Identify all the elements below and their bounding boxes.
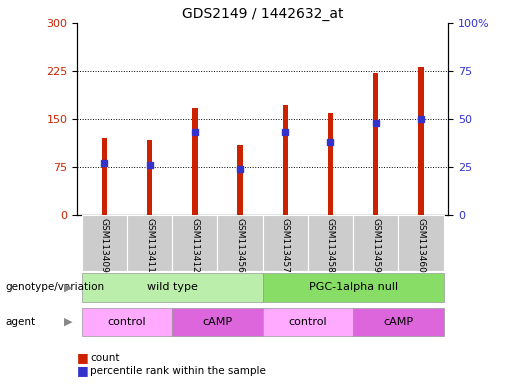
Text: ■: ■ xyxy=(77,351,89,364)
Bar xyxy=(82,215,127,271)
Text: wild type: wild type xyxy=(147,282,198,293)
Text: control: control xyxy=(108,317,146,327)
Text: GSM113460: GSM113460 xyxy=(417,218,425,273)
Text: GSM113411: GSM113411 xyxy=(145,218,154,273)
Text: count: count xyxy=(90,353,119,363)
Text: ▶: ▶ xyxy=(64,282,73,292)
Bar xyxy=(263,273,443,302)
Bar xyxy=(101,138,107,215)
Text: ■: ■ xyxy=(77,364,89,377)
Bar xyxy=(353,308,443,336)
Text: GSM113459: GSM113459 xyxy=(371,218,380,273)
Bar xyxy=(82,273,263,302)
Text: GSM113412: GSM113412 xyxy=(191,218,199,273)
Bar xyxy=(373,73,379,215)
Bar xyxy=(263,215,308,271)
Text: ▶: ▶ xyxy=(64,317,73,327)
Bar xyxy=(147,139,152,215)
Bar xyxy=(353,215,398,271)
Bar xyxy=(263,308,353,336)
Title: GDS2149 / 1442632_at: GDS2149 / 1442632_at xyxy=(182,7,344,21)
Bar xyxy=(192,108,198,215)
Text: GSM113457: GSM113457 xyxy=(281,218,290,273)
Text: control: control xyxy=(288,317,327,327)
Bar xyxy=(418,66,424,215)
Bar xyxy=(328,113,333,215)
Text: PGC-1alpha null: PGC-1alpha null xyxy=(308,282,398,293)
Text: GSM113458: GSM113458 xyxy=(326,218,335,273)
Bar xyxy=(398,215,443,271)
Text: cAMP: cAMP xyxy=(383,317,414,327)
Bar xyxy=(127,215,172,271)
Bar xyxy=(172,308,263,336)
Text: genotype/variation: genotype/variation xyxy=(5,282,104,292)
Bar xyxy=(283,105,288,215)
Text: percentile rank within the sample: percentile rank within the sample xyxy=(90,366,266,376)
Bar xyxy=(82,308,172,336)
Text: agent: agent xyxy=(5,317,35,327)
Bar xyxy=(172,215,217,271)
Bar xyxy=(217,215,263,271)
Bar xyxy=(237,145,243,215)
Text: GSM113409: GSM113409 xyxy=(100,218,109,273)
Text: GSM113456: GSM113456 xyxy=(235,218,245,273)
Text: cAMP: cAMP xyxy=(202,317,232,327)
Bar xyxy=(308,215,353,271)
